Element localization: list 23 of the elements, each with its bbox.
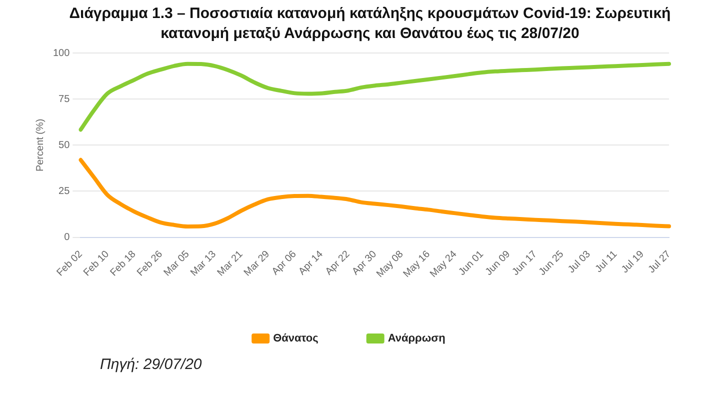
x-tick-label: Apr 22 [324, 248, 352, 278]
y-axis-title: Percent (%) [34, 118, 46, 172]
x-tick-label: Mar 29 [242, 248, 272, 279]
x-tick-label: Jun 01 [456, 248, 486, 278]
y-tick-label: 25 [58, 186, 70, 197]
legend-label: Ανάρρωση [388, 332, 446, 345]
x-tick-label: Apr 06 [270, 248, 299, 278]
x-tick-label: Apr 14 [296, 248, 326, 278]
x-tick-label: Jul 27 [646, 248, 674, 276]
x-tick-label: Jun 09 [484, 248, 513, 278]
legend-label: Θάνατος [273, 332, 319, 345]
y-tick-label: 50 [58, 140, 70, 151]
y-tick-label: 75 [58, 94, 70, 105]
x-tick-label: Jul 11 [593, 248, 620, 275]
x-tick-label: Jul 19 [620, 248, 647, 276]
x-tick-label: Jul 03 [566, 248, 594, 276]
chart-title: Διάγραμμα 1.3 – Ποσοστιαία κατανομή κατάληξης κρουσμάτων Covid-19: Σωρευτική κατανομή μεταξύ Ανάρρωσης και Θανάτου έως τις 28/07/20 [68, 4, 672, 44]
y-tick-label: 100 [52, 48, 70, 59]
y-tick-label: 0 [64, 232, 70, 244]
x-tick-label: May 24 [428, 248, 460, 280]
text: Πηγή: 29/07/20 [100, 356, 203, 373]
x-tick-label: Jun 17 [510, 248, 540, 278]
x-tick-label: Jun 25 [537, 248, 566, 278]
